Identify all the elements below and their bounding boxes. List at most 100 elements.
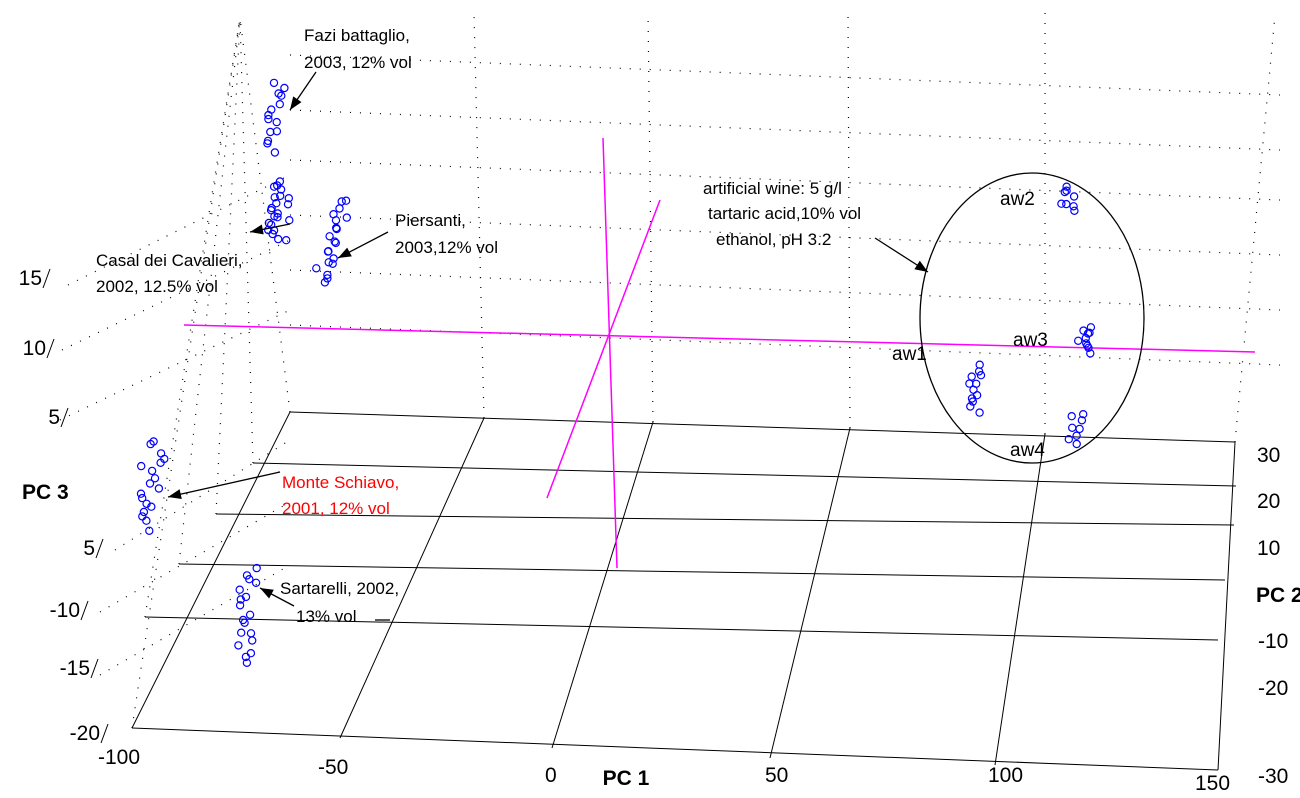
axis-labels: PC 1 PC 2 PC 3 [22,481,1300,790]
data-point [332,223,341,233]
z-tick-mark [42,268,51,289]
annotation-artificial: artificial wine: 5 g/l [703,179,842,198]
data-point [270,193,279,202]
arrowhead [290,96,302,110]
y-tick-label: 20 [1257,490,1280,513]
data-point [145,526,154,536]
data-point [324,258,333,267]
y-tick-label: -10 [1258,630,1288,653]
arrowhead [168,489,182,499]
annotation-fazi: Fazi battaglio, [304,26,410,45]
x-axis-label: PC 1 [603,767,650,790]
data-point [272,198,281,208]
data-point [136,461,146,471]
data-point [1072,431,1081,440]
data-point [968,397,978,406]
annotation-monte: Monte Schiavo, [282,473,399,492]
data-point [270,148,280,157]
data-point [1084,343,1093,352]
data-point [266,127,275,137]
data-point [242,658,252,668]
z-tick-mark [95,538,104,559]
data-point [139,507,149,517]
data-point [330,237,339,246]
data-point [1062,182,1071,191]
z-tick-mark [60,407,69,428]
annotation-piersanti: Piersanti, [395,211,466,230]
annotation-monte: 2001, 12% vol [282,499,390,518]
floor-gridline-pc2 [289,411,1236,443]
floor-gridline-pc2 [215,513,1235,526]
data-point [285,215,294,225]
data-point [235,585,244,594]
back-dotted-gridline [1234,14,1276,443]
x-tick-label: 50 [765,764,788,787]
x-tick-label: -50 [318,756,348,779]
data-point [324,246,333,256]
data-point [1064,435,1074,444]
data-point [236,628,246,637]
data-point [246,629,256,638]
data-point [1067,412,1076,421]
z-tick-label: 15 [19,267,42,290]
data-point [246,649,256,658]
data-point [273,212,282,222]
z-axis-label: PC 3 [22,481,69,504]
data-point [276,185,286,194]
y-tick-label: 10 [1257,537,1280,560]
data-point [1072,439,1081,449]
data-point [277,91,286,100]
data-point [1069,202,1078,211]
data-point [1069,192,1079,201]
data-point [320,278,330,287]
data-point [331,216,341,225]
floor-gridline-pc1 [769,427,851,759]
data-point [251,578,261,588]
floor-gridline-pc2 [178,563,1226,581]
data-point [241,592,251,602]
arrowhead [338,247,352,258]
data-point [147,502,156,511]
data-point [1062,186,1071,195]
floor-gridline-pc1 [994,433,1046,766]
data-point [284,193,293,203]
data-point [1078,410,1088,419]
data-point [276,191,285,201]
data-point [247,636,257,645]
back-dotted-gridline [239,17,254,464]
floor-gridline-pc1 [339,417,485,739]
data-point [136,489,146,498]
annotation-casal: 2002, 12.5% vol [96,277,218,296]
pc3-reference-line [602,137,618,569]
annotation-fazi: 2003, 12% vol [304,53,412,72]
data-point [282,235,291,245]
arrowhead [914,260,928,272]
back-dotted-gridline [144,17,241,618]
data-point [1077,416,1087,425]
y-axis-label: PC 2 [1256,584,1300,607]
annotations: Fazi battaglio, 2003, 12% vol Piersanti, 20… [96,26,1048,626]
annotation-artificial: ethanol, pH 3.2 [716,230,831,249]
data-point [335,204,344,213]
z-tick-label: 5 [83,537,95,560]
data-point [325,232,334,241]
x-tick-label: -100 [98,746,140,769]
arrowhead [260,588,274,599]
annotation-sartarelli: 13% vol [296,607,356,626]
x-tick-label: 100 [988,764,1023,787]
data-point [331,238,340,248]
data-point [966,402,975,411]
data-point [150,474,160,483]
data-point [1075,424,1084,434]
data-point [245,610,255,620]
z-tick-label: 5 [48,406,60,429]
floor-gridline-pc2 [144,616,1219,641]
z-tick-label: -20 [70,722,100,745]
z-tick-mark [46,338,55,359]
data-point [1081,333,1091,343]
data-point [1070,206,1079,215]
z-tick-label: -15 [60,657,90,680]
y-tick-label: -20 [1258,677,1288,700]
data-point [264,114,273,124]
